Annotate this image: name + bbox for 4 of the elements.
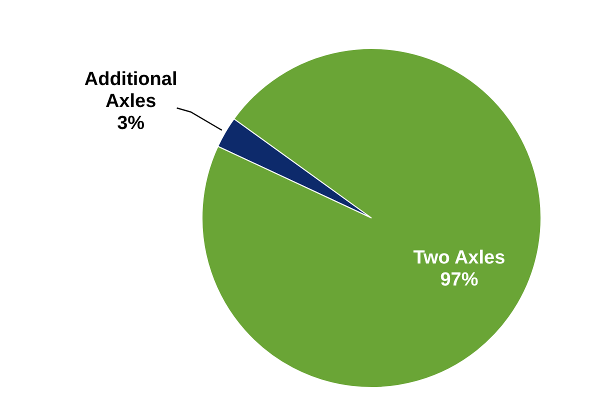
slice-label: Two Axles [413, 248, 506, 269]
slice-label: Additional Axles [84, 69, 178, 112]
data-label: 97% [440, 270, 478, 291]
data-label: 3% [117, 113, 145, 134]
